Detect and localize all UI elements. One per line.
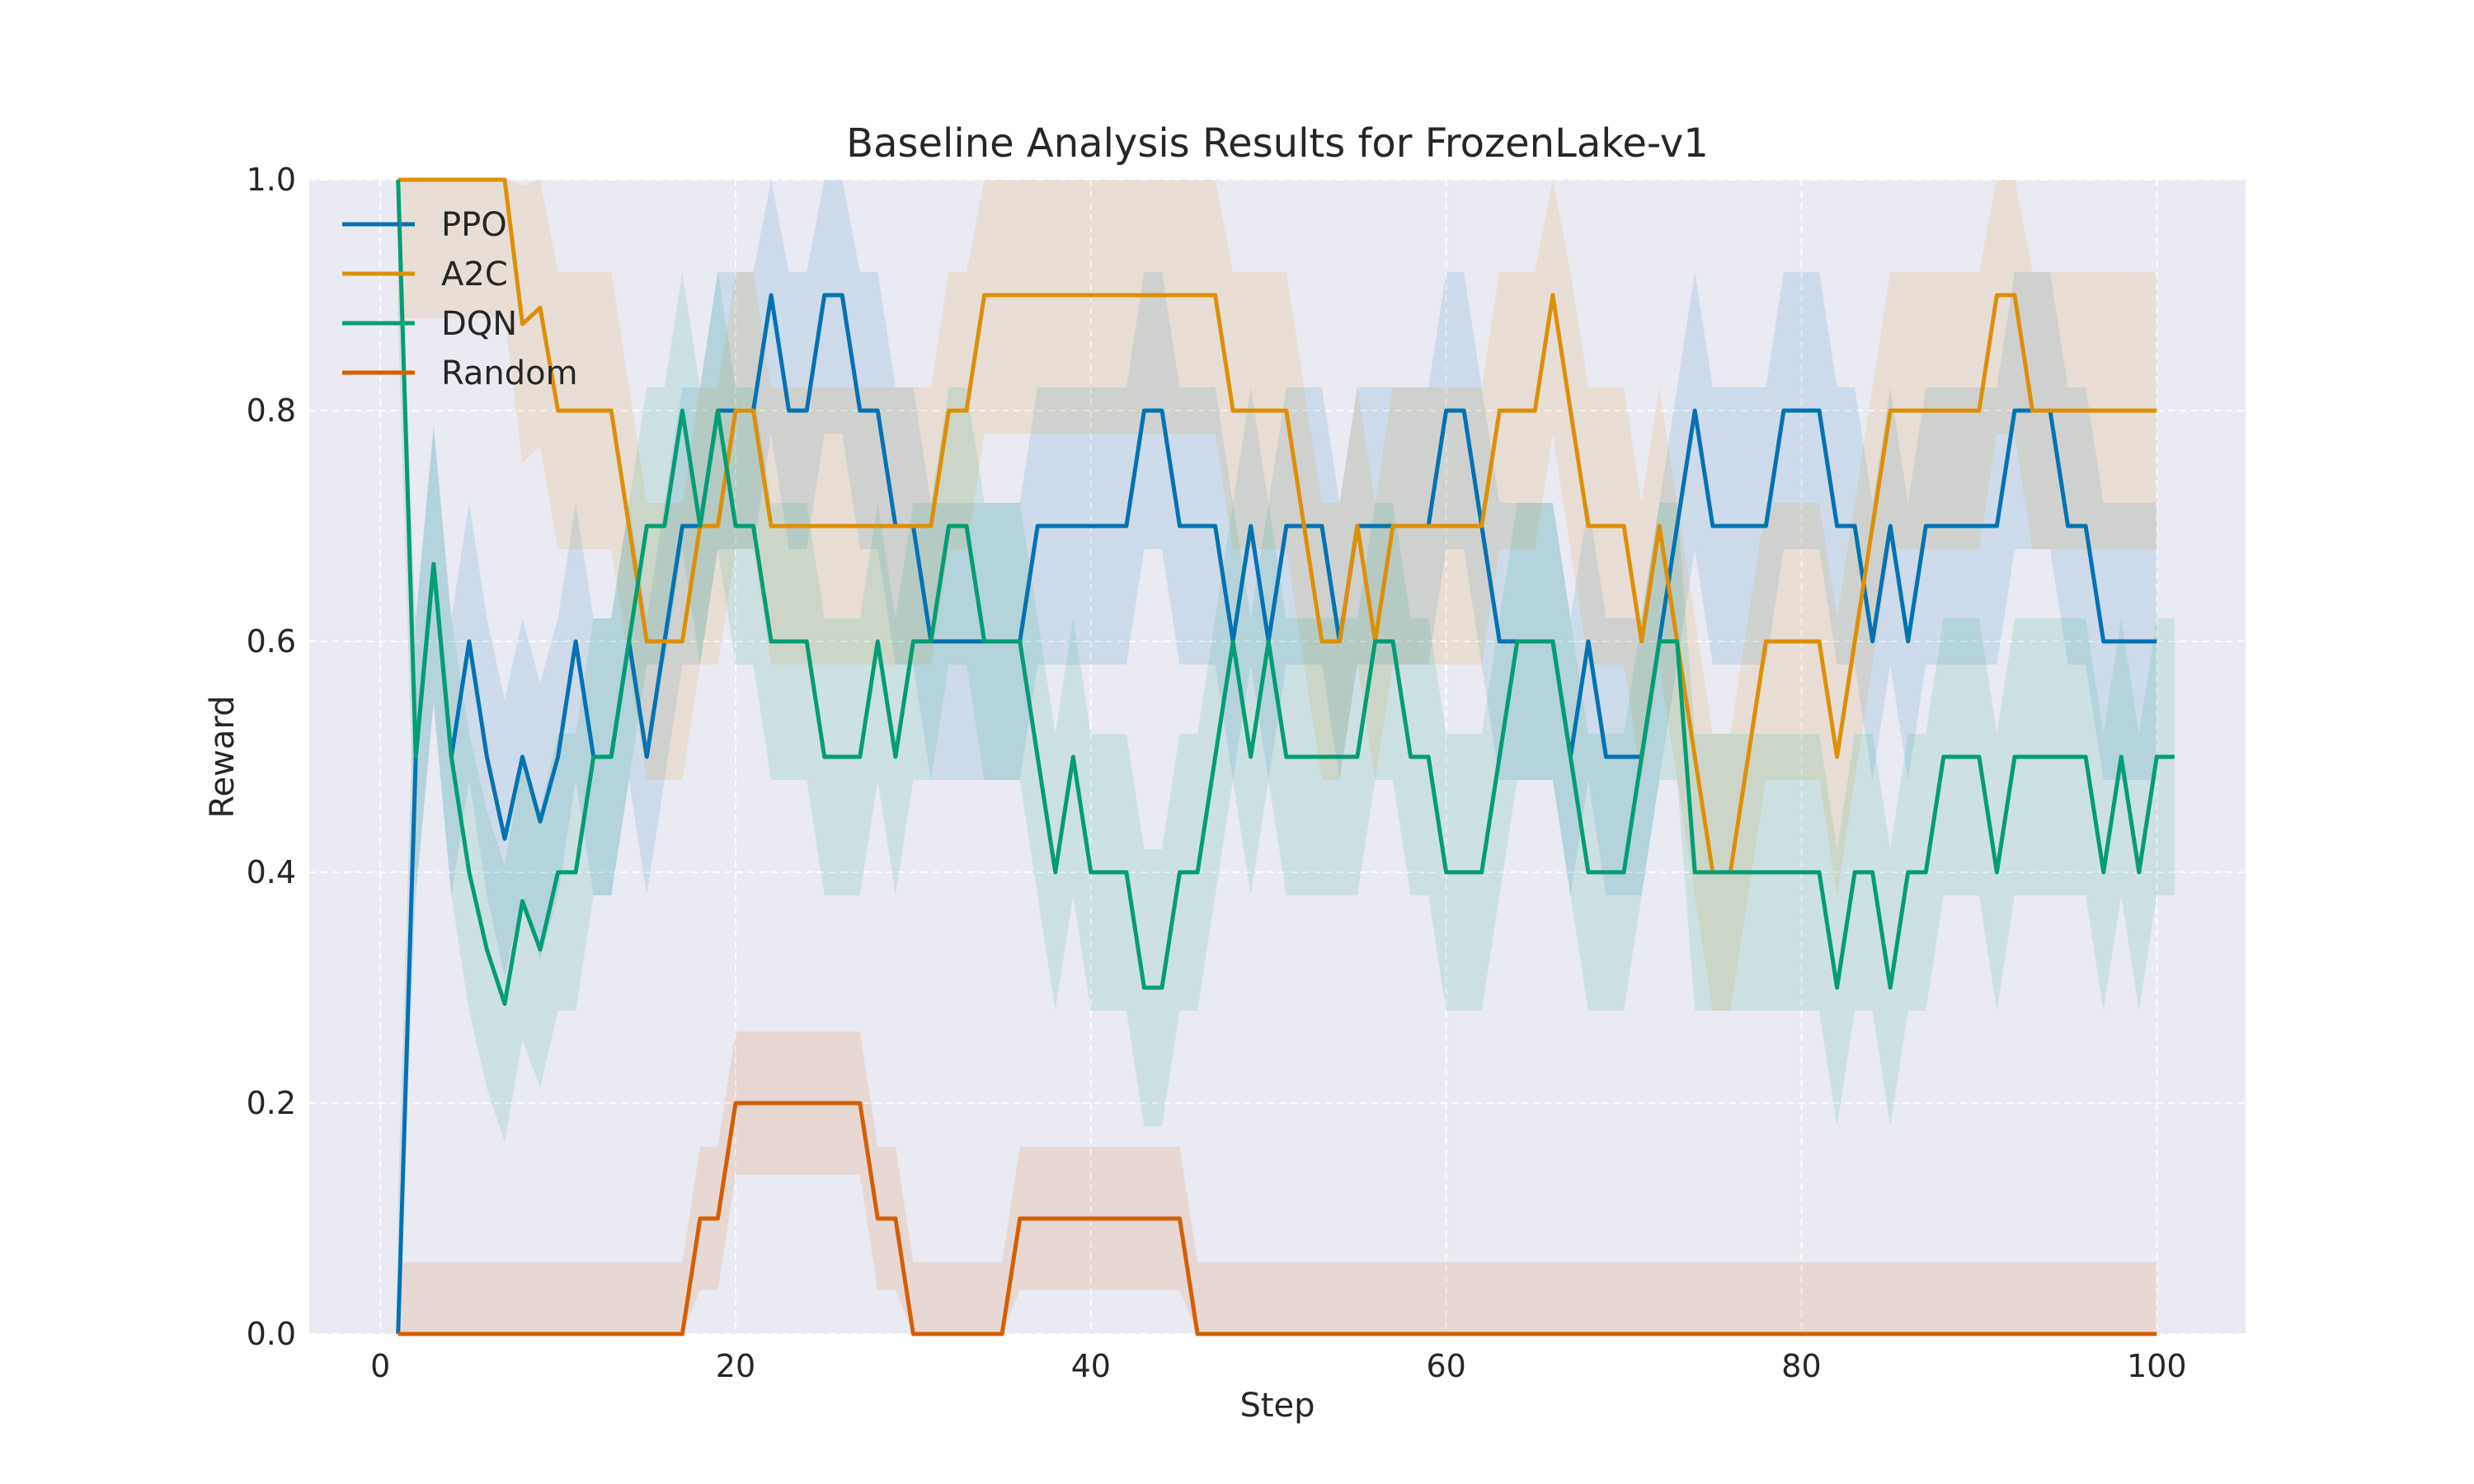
band-ppo (397, 180, 2157, 1334)
line-dqn (396, 179, 2175, 1007)
y-tick-label: 0.6 (247, 623, 296, 660)
legend-label-dqn: DQN (441, 305, 517, 343)
line-random (397, 1101, 2157, 1336)
tick-labels: 0 20 40 60 80 100 0.0 0.2 0.4 0.6 0.8 1.0 (247, 162, 2187, 1384)
y-tick-label: 0.4 (247, 854, 296, 890)
x-tick-label: 0 (370, 1348, 390, 1384)
legend-label-ppo: PPO (441, 206, 507, 244)
band-dqn (397, 180, 2175, 1143)
line-a2c (397, 177, 2157, 875)
legend: PPO A2C DQN Random (342, 206, 578, 392)
x-tick-label: 100 (2127, 1348, 2187, 1384)
y-axis-label: Reward (204, 696, 242, 819)
y-tick-label: 1.0 (247, 162, 296, 198)
plot-area (309, 180, 2246, 1334)
chart-title: Baseline Analysis Results for FrozenLake… (846, 120, 1709, 167)
legend-label-random: Random (441, 355, 578, 392)
x-tick-label: 40 (1071, 1348, 1111, 1384)
band-random (397, 1031, 2157, 1334)
series-lines (396, 177, 2175, 1336)
confidence-bands (397, 180, 2175, 1334)
band-a2c (397, 180, 2157, 1011)
x-tick-label: 20 (716, 1348, 755, 1384)
y-tick-label: 0.8 (247, 392, 296, 429)
x-tick-label: 60 (1426, 1348, 1465, 1384)
x-axis-label: Step (1239, 1387, 1315, 1425)
x-tick-label: 80 (1781, 1348, 1821, 1384)
y-tick-label: 0.2 (247, 1085, 296, 1121)
legend-label-a2c: A2C (441, 256, 508, 294)
y-tick-label: 0.0 (247, 1316, 296, 1352)
